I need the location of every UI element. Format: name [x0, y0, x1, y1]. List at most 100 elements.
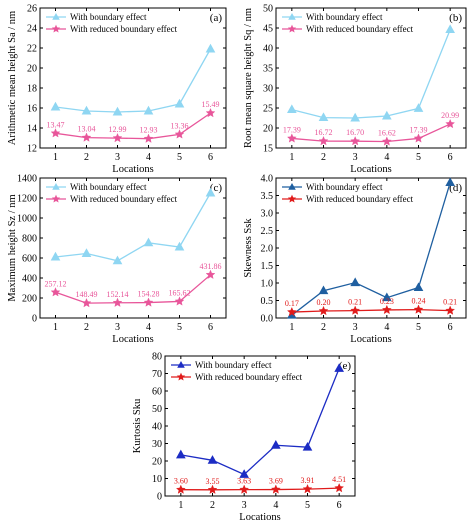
- data-label: 3.60: [174, 477, 188, 486]
- data-label: 3.63: [237, 477, 251, 486]
- x-tick-label: 2: [84, 322, 89, 333]
- x-tick-label: 6: [337, 500, 342, 511]
- y-tick-label: 24: [27, 24, 37, 35]
- x-tick-label: 2: [84, 152, 89, 163]
- y-tick-label: 2.5: [261, 226, 274, 237]
- legend-triangle-marker: [288, 13, 296, 20]
- data-label: 0.17: [285, 299, 299, 308]
- y-tick-label: 50: [263, 4, 273, 15]
- x-tick-label: 6: [208, 152, 213, 163]
- data-point-triangle: [445, 24, 456, 34]
- x-axis-label: Locations: [112, 334, 153, 345]
- data-label: 13.47: [47, 120, 65, 129]
- y-tick-label: 45: [263, 24, 273, 35]
- data-label: 20.99: [441, 111, 459, 120]
- series-line: [291, 29, 451, 119]
- data-point-triangle: [174, 241, 185, 251]
- x-tick-label: 2: [210, 500, 215, 511]
- series-line: [291, 182, 451, 316]
- x-tick-label: 4: [384, 152, 389, 163]
- data-point-triangle: [413, 282, 424, 291]
- x-tick-label: 6: [448, 322, 453, 333]
- data-point-star: [270, 484, 281, 494]
- data-point-triangle: [318, 285, 329, 295]
- data-point-triangle: [413, 103, 424, 112]
- x-tick-label: 4: [384, 322, 389, 333]
- x-tick-label: 1: [289, 322, 294, 333]
- legend-star-marker: [287, 194, 297, 203]
- data-point-triangle: [381, 110, 392, 120]
- data-label: 3.55: [206, 477, 220, 486]
- y-tick-label: 0: [157, 492, 162, 503]
- data-point-star: [413, 304, 424, 314]
- data-label: 3.69: [269, 477, 283, 486]
- data-label: 16.70: [346, 128, 364, 137]
- data-point-triangle: [174, 98, 185, 108]
- data-label: 16.62: [378, 129, 396, 138]
- data-point-star: [143, 133, 154, 143]
- data-point-triangle: [318, 112, 329, 122]
- data-point-triangle: [175, 449, 186, 459]
- data-point-triangle: [50, 251, 61, 261]
- x-tick-label: 3: [242, 500, 247, 511]
- data-point-triangle: [302, 441, 313, 451]
- data-point-star: [350, 136, 361, 146]
- data-point-star: [205, 269, 216, 279]
- y-tick-label: 22: [27, 44, 37, 55]
- y-tick-label: 25: [263, 104, 273, 115]
- data-point-star: [112, 132, 123, 143]
- x-tick-label: 2: [321, 322, 326, 333]
- data-label: 0.20: [317, 298, 331, 307]
- data-point-star: [174, 129, 185, 139]
- data-point-star: [286, 306, 297, 317]
- legend-label: With reduced boundary effect: [70, 24, 178, 34]
- data-point-star: [350, 305, 361, 315]
- y-tick-label: 1.5: [261, 261, 274, 272]
- data-point-triangle: [81, 248, 92, 257]
- y-tick-label: 800: [22, 234, 37, 245]
- y-tick-label: 200: [22, 294, 37, 305]
- data-point-star: [445, 305, 456, 315]
- y-tick-label: 1400: [17, 174, 37, 185]
- y-tick-label: 0.5: [261, 296, 274, 307]
- y-tick-label: 600: [22, 254, 37, 265]
- y-tick-label: 0.0: [261, 314, 274, 325]
- data-point-star: [50, 287, 61, 297]
- data-point-triangle: [445, 177, 456, 186]
- legend-triangle-marker: [177, 361, 185, 368]
- data-label: 16.72: [315, 128, 333, 137]
- data-label: 15.49: [202, 100, 220, 109]
- legend-label: With reduced boundary effect: [195, 372, 303, 382]
- series-line: [55, 192, 212, 262]
- data-label: 17.39: [410, 125, 428, 134]
- x-tick-label: 4: [273, 500, 278, 511]
- chart-panel: 0 10 20 30 40 50 60 70 80 1 2 3 4 5 6 Locations Kurtosis…: [132, 352, 356, 523]
- data-point-star: [143, 297, 154, 307]
- y-axis-label: Maximum height Sz / nm: [7, 194, 18, 301]
- data-label: 13.36: [171, 121, 189, 130]
- y-tick-label: 30: [263, 84, 273, 95]
- data-label: 152.14: [107, 290, 129, 299]
- y-tick-label: 400: [22, 274, 37, 285]
- legend-label: With reduced boundary effect: [306, 194, 414, 204]
- x-tick-label: 5: [177, 322, 182, 333]
- data-point-star: [205, 107, 216, 118]
- data-point-triangle: [50, 101, 61, 111]
- data-point-triangle: [112, 255, 123, 265]
- x-tick-label: 3: [353, 152, 358, 163]
- data-label: 4.51: [332, 475, 346, 484]
- plot-frame: [39, 7, 227, 149]
- series-line: [291, 308, 451, 313]
- legend-label: With boundary effect: [306, 12, 383, 22]
- data-point-triangle: [286, 104, 297, 114]
- data-point-triangle: [143, 105, 154, 115]
- y-axis-label: Root mean square height Sq / nm: [243, 8, 254, 148]
- x-tick-label: 5: [416, 152, 421, 163]
- data-point-triangle: [381, 292, 392, 302]
- legend-label: With reduced boundary effect: [70, 194, 178, 204]
- x-axis-label: Locations: [350, 164, 391, 175]
- data-point-triangle: [350, 112, 361, 122]
- data-point-star: [174, 296, 185, 306]
- data-point-star: [413, 133, 424, 143]
